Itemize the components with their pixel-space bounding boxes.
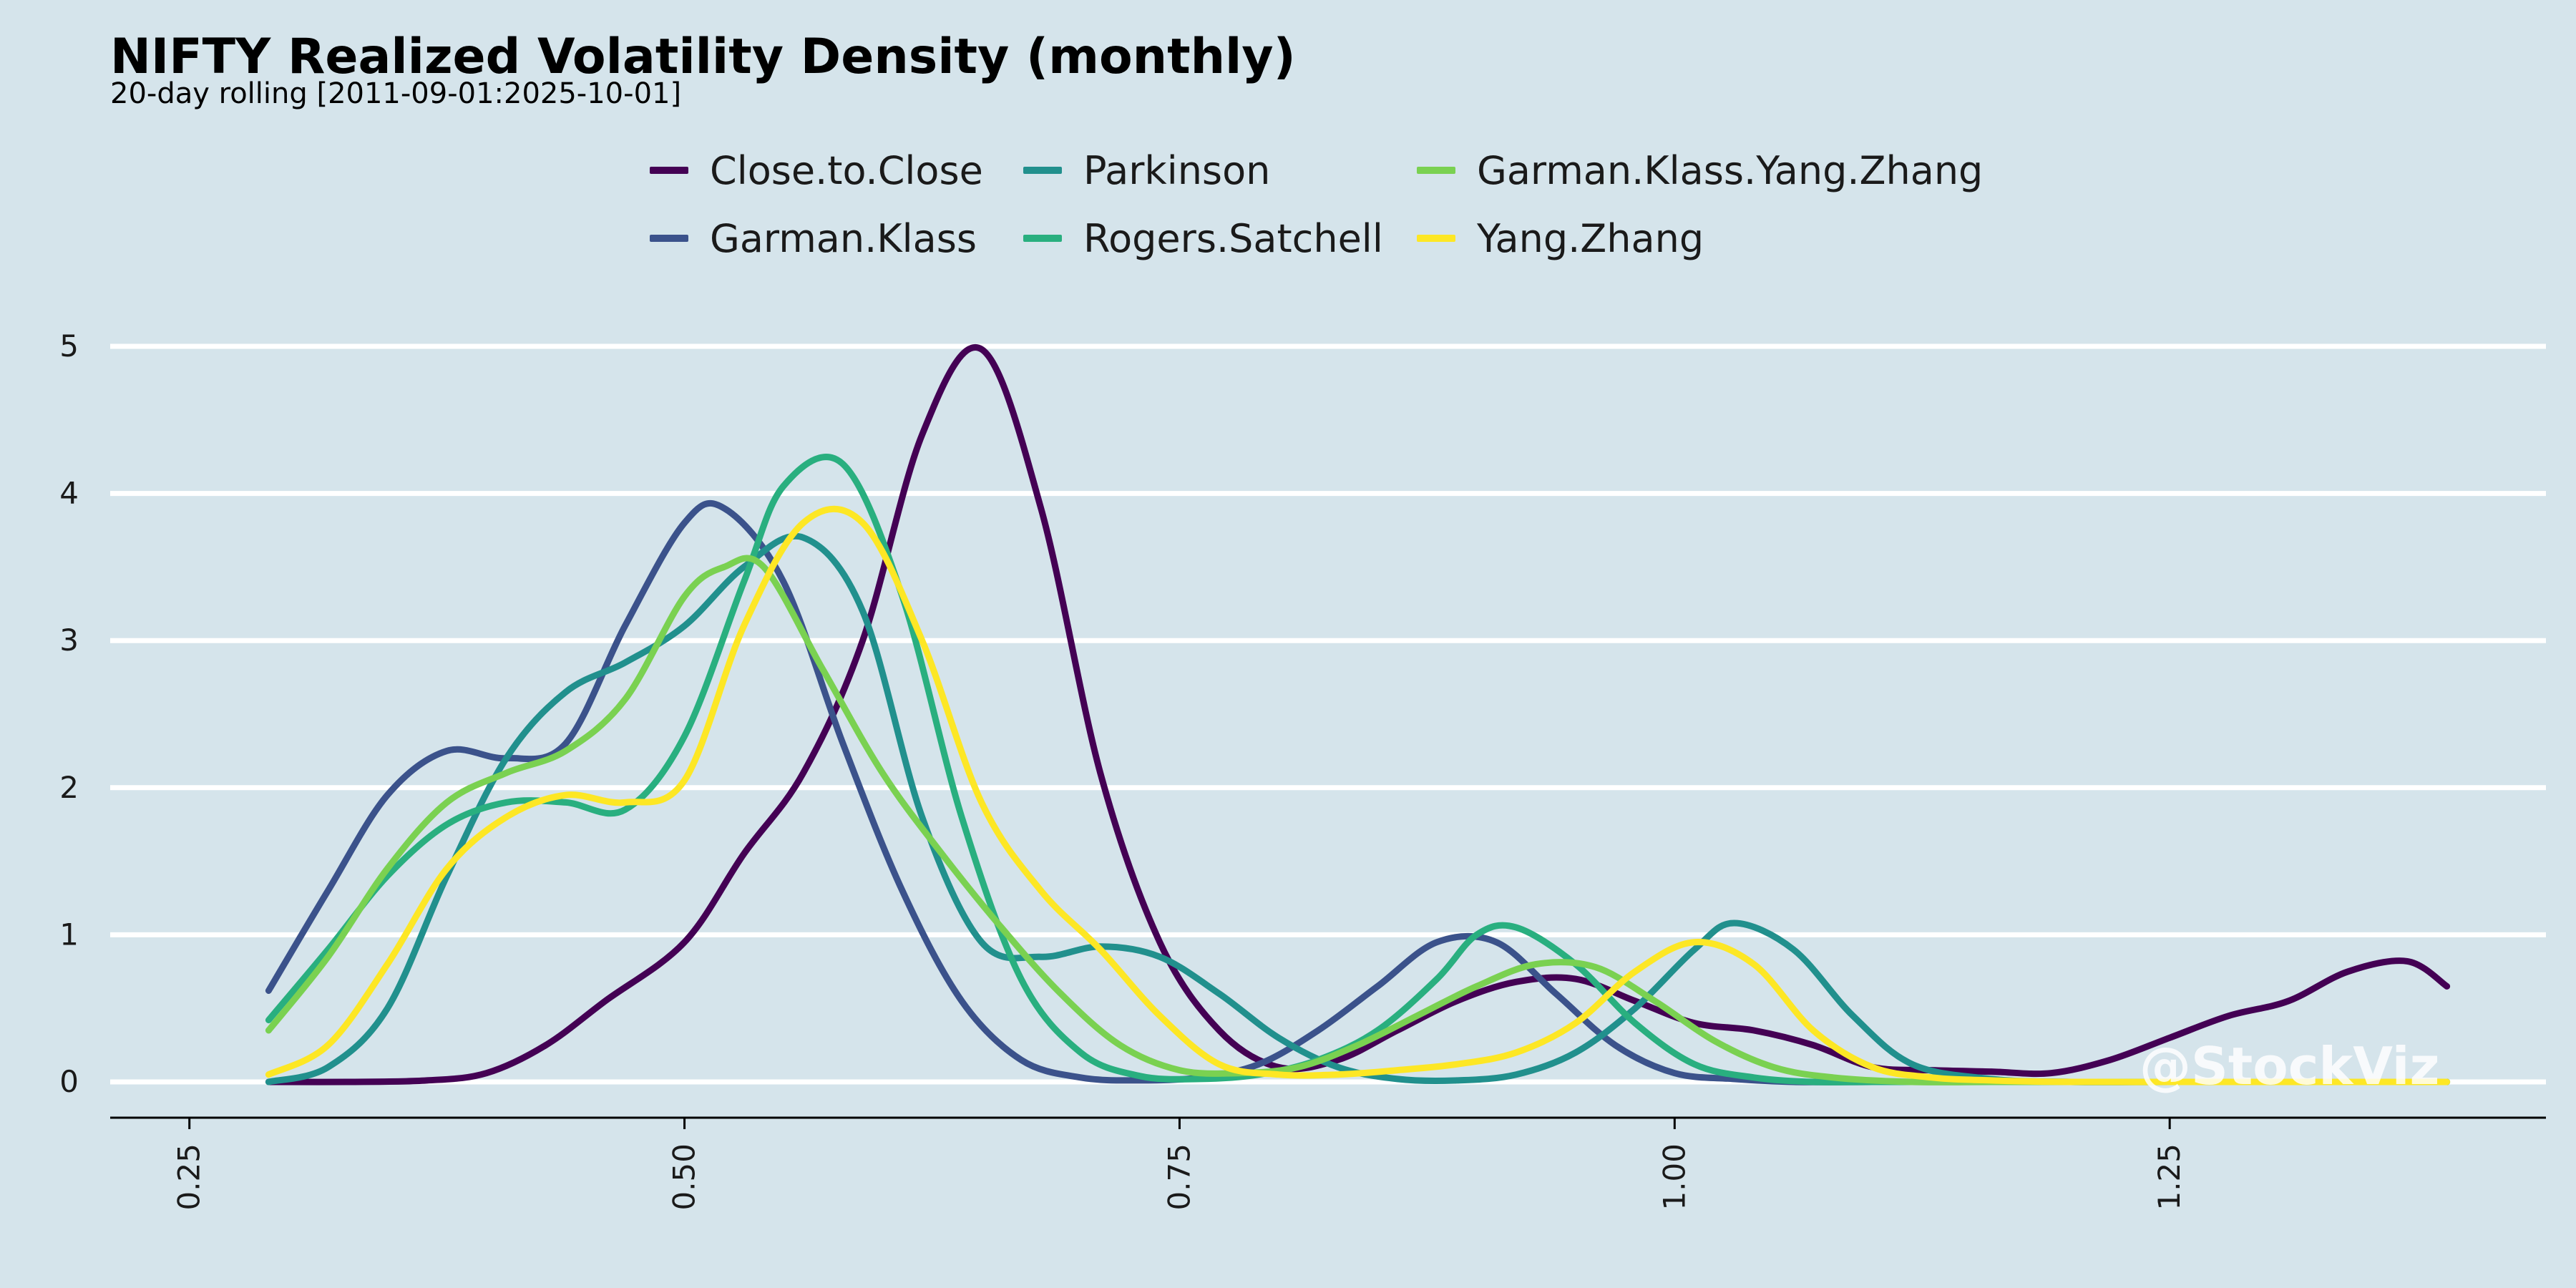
series-line-rogers-satchell <box>265 454 2451 1085</box>
legend-label: Parkinson <box>1083 147 1271 193</box>
y-tick-label: 3 <box>59 623 79 658</box>
legend-item: Rogers.Satchell <box>1023 215 1383 261</box>
legend-item: Garman.Klass <box>650 215 977 261</box>
x-tick-label: 0.75 <box>1161 1143 1196 1211</box>
legend-swatch <box>650 235 688 242</box>
legend-swatch <box>1023 167 1062 174</box>
watermark: @StockViz <box>2140 1036 2440 1096</box>
legend-swatch <box>1417 167 1455 174</box>
x-tick-label: 1.00 <box>1657 1143 1692 1211</box>
y-tick-label: 2 <box>59 770 79 805</box>
legend-item: Close.to.Close <box>650 147 983 193</box>
y-tick-label: 4 <box>59 476 79 511</box>
y-tick-label: 5 <box>59 328 79 364</box>
series-line-parkinson <box>265 532 2451 1085</box>
legend-item: Yang.Zhang <box>1417 215 1704 261</box>
series-line-close-to-close <box>265 344 2451 1085</box>
chart-subtitle: 20-day rolling [2011-09-01:2025-10-01] <box>110 77 682 110</box>
chart-title: NIFTY Realized Volatility Density (month… <box>110 29 1296 85</box>
series-line-yang-zhang <box>265 505 2451 1085</box>
y-tick-label: 1 <box>59 917 79 952</box>
legend-label: Rogers.Satchell <box>1083 215 1383 261</box>
legend-label: Garman.Klass <box>710 215 977 261</box>
legend-swatch <box>650 167 688 174</box>
legend-swatch <box>1417 235 1455 242</box>
legend-label: Yang.Zhang <box>1477 215 1704 261</box>
x-tick-label: 1.25 <box>2152 1143 2187 1211</box>
x-tick-label: 0.50 <box>667 1143 702 1211</box>
y-tick-label: 0 <box>59 1064 79 1099</box>
legend-label: Close.to.Close <box>710 147 983 193</box>
legend-item: Parkinson <box>1023 147 1271 193</box>
legend-label: Garman.Klass.Yang.Zhang <box>1477 147 1984 193</box>
legend: Close.to.Close Garman.Klass Parkinson Roger… <box>650 143 2045 279</box>
legend-item: Garman.Klass.Yang.Zhang <box>1417 147 1984 193</box>
series-line-garman-klass <box>265 499 2451 1085</box>
legend-swatch <box>1023 235 1062 242</box>
x-tick-label: 0.25 <box>172 1143 207 1211</box>
